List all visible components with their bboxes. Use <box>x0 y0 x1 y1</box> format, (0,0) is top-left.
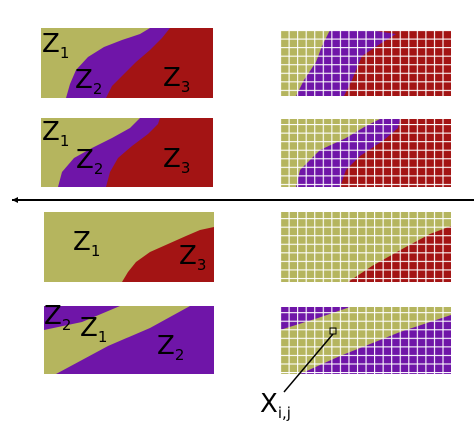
row2-label-z1: Z1 <box>42 117 69 150</box>
row2-label-z2: Z2 <box>76 145 103 178</box>
panel-row2-grid <box>280 119 451 187</box>
cell-label: Xi,j <box>260 389 291 422</box>
row4-label-z2-left: Z2 <box>44 301 71 334</box>
panel-row3-grid <box>280 212 451 282</box>
row2-label-z3: Z3 <box>163 144 190 177</box>
row1-label-z2: Z2 <box>75 65 102 98</box>
cell-pointer-line <box>283 333 334 393</box>
divider-arrow-tip <box>12 197 18 203</box>
row1-label-z3: Z3 <box>163 63 190 96</box>
row1-label-z1: Z1 <box>42 29 69 62</box>
row4-label-z1: Z1 <box>80 313 107 346</box>
zone-z3-region <box>106 28 213 98</box>
panel-row1-continuous <box>41 28 213 98</box>
row3-label-z1: Z1 <box>73 227 100 260</box>
panel-row4-continuous <box>44 306 214 374</box>
row3-label-z3: Z3 <box>179 241 206 274</box>
panel-row4-grid <box>280 307 451 374</box>
panel-row1-grid <box>280 30 451 96</box>
panel-row2-continuous <box>41 118 213 187</box>
panel-row3-continuous <box>44 212 214 282</box>
row4-label-z2-right: Z2 <box>157 331 184 364</box>
